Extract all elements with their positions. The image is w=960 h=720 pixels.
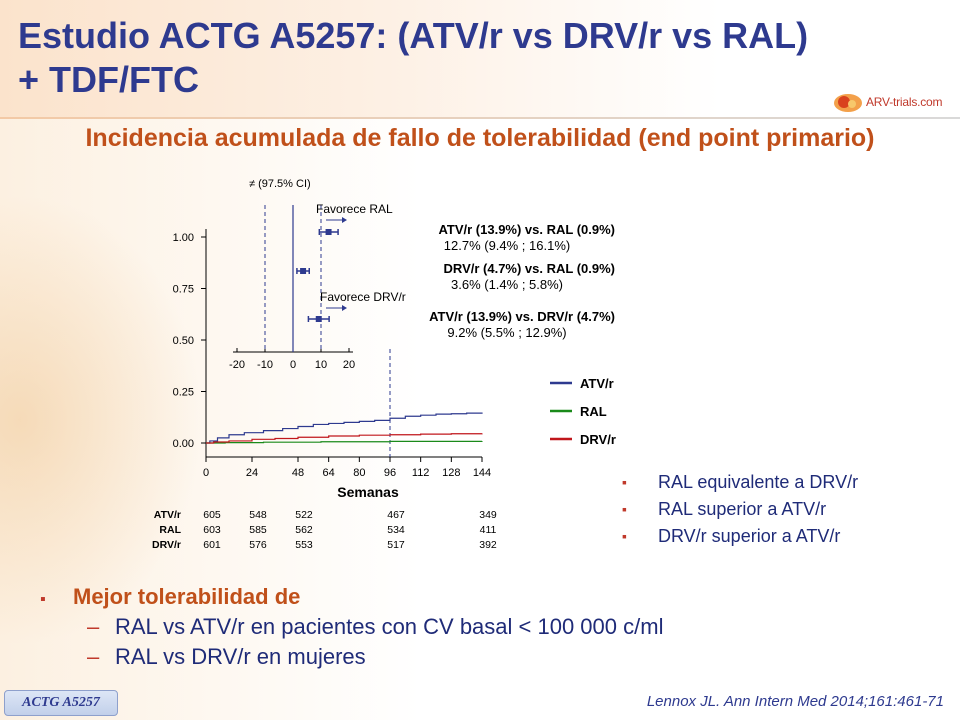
km-axes: 0.00 0.25 0.50 0.75 1.00 0 24 48 64 80 96 112 128 144… (173, 229, 491, 500)
risk-cell: 522 (295, 509, 313, 521)
y-tick-label: 0.50 (173, 335, 194, 347)
comparison-ci: 12.7% (9.4% ; 16.1%) (444, 238, 570, 253)
point-estimate (300, 268, 307, 274)
comparison-label: ATV/r (13.9%) vs. DRV/r (4.7%) (429, 309, 615, 324)
risk-cell: 562 (295, 524, 313, 536)
x-tick-label: 64 (323, 467, 335, 479)
y-tick-label: 0.25 (173, 387, 194, 399)
conclusion-item: – RAL vs ATV/r en pacientes con CV basal … (40, 614, 663, 644)
x-tick-label: 80 (353, 467, 365, 479)
forest-tick-label: 10 (315, 359, 327, 371)
series-line-drvr (206, 433, 483, 444)
risk-cell: 411 (480, 524, 497, 536)
risk-cell: 548 (249, 509, 267, 521)
y-tick-label: 0.75 (173, 284, 194, 296)
conclusion-heading: ▪ Mejor tolerabilidad de (40, 584, 663, 614)
km-lines (206, 412, 483, 444)
x-axis-title: Semanas (337, 484, 399, 500)
risk-cell: 349 (479, 509, 497, 521)
favour-arrow-head (342, 217, 347, 223)
chart-subtitle: Incidencia acumulada de fallo de tolerab… (85, 124, 875, 152)
comparison-ci: 3.6% (1.4% ; 5.8%) (451, 277, 563, 292)
risk-cell: 603 (203, 524, 221, 536)
finding-item: ▪ DRV/r superior a ATV/r (622, 524, 858, 551)
findings-list: ▪ RAL equivalente a DRV/r ▪ RAL superior a… (622, 470, 858, 551)
risk-row-label: RAL (159, 524, 181, 536)
arv-trials-logo-icon (834, 94, 862, 112)
legend-label: DRV/r (580, 432, 616, 447)
forest-tick-label: 0 (290, 359, 296, 371)
chart-legend: ATV/r RAL DRV/r (550, 376, 616, 447)
finding-text: RAL equivalente a DRV/r (658, 472, 859, 492)
slide-title: Estudio ACTG A5257: (ATV/r vs DRV/r vs R… (18, 15, 809, 100)
bullet-icon: ▪ (622, 528, 627, 544)
risk-cell: 601 (203, 539, 221, 551)
bullet-icon: ▪ (622, 501, 627, 517)
logo-text: ARV-trials.com (866, 95, 943, 109)
study-tag: ACTG A5257 (4, 690, 118, 716)
conclusion-item-text: RAL vs DRV/r en mujeres (115, 644, 366, 669)
bullet-icon: ▪ (622, 474, 627, 490)
y-tick-label: 1.00 (173, 232, 194, 244)
comparison-ci: 9.2% (5.5% ; 12.9%) (447, 325, 566, 340)
risk-cell: 517 (387, 539, 405, 551)
bullet-icon: ▪ (40, 591, 46, 608)
x-tick-label: 96 (384, 467, 396, 479)
finding-text: DRV/r superior a ATV/r (658, 526, 841, 546)
favour-label: Favorece RAL (316, 202, 393, 216)
conclusion-item: – RAL vs DRV/r en mujeres (40, 644, 663, 674)
forest-title: ≠ (97.5% CI) (249, 178, 311, 190)
x-tick-label: 24 (246, 467, 258, 479)
favour-arrow-head (342, 305, 347, 311)
conclusion-item-text: RAL vs ATV/r en pacientes con CV basal <… (115, 614, 664, 639)
point-estimate (315, 316, 322, 322)
forest-tick-label: -20 (229, 359, 245, 371)
risk-cell: 585 (249, 524, 267, 536)
header-divider (0, 117, 960, 119)
risk-row-label: DRV/r (152, 539, 181, 551)
x-tick-label: 112 (412, 467, 430, 479)
x-tick-label: 144 (473, 467, 491, 479)
x-tick-label: 48 (292, 467, 304, 479)
y-tick-label: 0.00 (173, 438, 194, 450)
x-tick-label: 0 (203, 467, 209, 479)
conclusion-block: ▪ Mejor tolerabilidad de – RAL vs ATV/r en… (40, 584, 663, 674)
dash-icon: – (87, 644, 100, 669)
risk-cell: 605 (203, 509, 221, 521)
conclusion-heading-text: Mejor tolerabilidad de (73, 584, 301, 609)
finding-text: RAL superior a ATV/r (658, 499, 827, 519)
point-estimate (325, 229, 332, 235)
legend-label: ATV/r (580, 376, 614, 391)
risk-cell: 467 (387, 509, 405, 521)
forest-plot: -20 -10 0 10 20 ≠ (97.5% CI) Favorece RAL Favor… (229, 178, 615, 371)
risk-cell: 576 (249, 539, 267, 551)
chart-area: 0.00 0.25 0.50 0.75 1.00 0 24 48 64 80 96 112 128 144… (152, 178, 616, 551)
series-line-ral (206, 440, 483, 444)
risk-table: ATV/r 605 548 522 467 349 RAL 603 585 562 534 411 DR… (152, 509, 497, 551)
comparison-label: ATV/r (13.9%) vs. RAL (0.9%) (438, 222, 615, 237)
favour-label: Favorece DRV/r (320, 290, 406, 304)
risk-cell: 553 (295, 539, 313, 551)
series-line-atvr (206, 412, 483, 444)
x-tick-label: 128 (442, 467, 460, 479)
forest-tick-label: 20 (343, 359, 355, 371)
dash-icon: – (87, 614, 100, 639)
legend-label: RAL (580, 404, 607, 419)
header-band (0, 0, 960, 118)
comparison-label: DRV/r (4.7%) vs. RAL (0.9%) (444, 261, 615, 276)
risk-row-label: ATV/r (154, 509, 181, 521)
risk-cell: 534 (387, 524, 405, 536)
finding-item: ▪ RAL superior a ATV/r (622, 497, 858, 524)
finding-item: ▪ RAL equivalente a DRV/r (622, 470, 858, 497)
risk-cell: 392 (479, 539, 497, 551)
forest-tick-label: -10 (257, 359, 273, 371)
citation: Lennox JL. Ann Intern Med 2014;161:461-7… (646, 693, 944, 710)
